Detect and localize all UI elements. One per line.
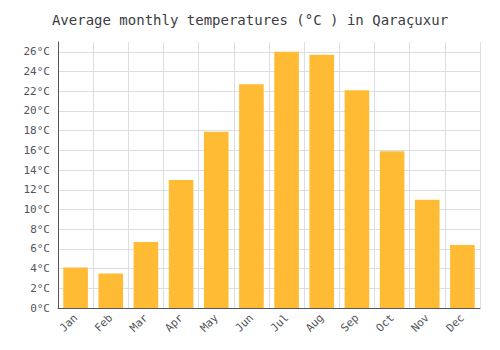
svg-text:Jul: Jul — [268, 311, 291, 334]
svg-text:Oct: Oct — [373, 311, 396, 334]
svg-text:Feb: Feb — [92, 311, 115, 334]
svg-text:Average monthly temperatures (: Average monthly temperatures (°C ) in Qa… — [52, 12, 448, 28]
svg-text:Sep: Sep — [338, 311, 361, 334]
svg-text:26°C: 26°C — [24, 45, 51, 58]
svg-text:2°C: 2°C — [30, 282, 50, 295]
svg-text:10°C: 10°C — [24, 203, 51, 216]
svg-text:Jun: Jun — [233, 311, 256, 334]
svg-text:Jan: Jan — [57, 311, 80, 334]
svg-text:8°C: 8°C — [30, 223, 50, 236]
svg-text:Apr: Apr — [162, 311, 185, 334]
svg-text:22°C: 22°C — [24, 85, 51, 98]
svg-text:24°C: 24°C — [24, 65, 51, 78]
svg-text:20°C: 20°C — [24, 104, 51, 117]
svg-text:4°C: 4°C — [30, 262, 50, 275]
svg-text:14°C: 14°C — [24, 164, 51, 177]
svg-text:16°C: 16°C — [24, 144, 51, 157]
svg-text:Dec: Dec — [444, 311, 467, 334]
svg-text:0°C: 0°C — [30, 302, 50, 315]
svg-text:Mar: Mar — [127, 311, 150, 334]
svg-text:6°C: 6°C — [30, 242, 50, 255]
svg-text:Nov: Nov — [409, 311, 432, 334]
svg-text:Aug: Aug — [303, 311, 326, 334]
svg-text:12°C: 12°C — [24, 183, 51, 196]
svg-text:18°C: 18°C — [24, 124, 51, 137]
svg-text:May: May — [198, 311, 221, 334]
